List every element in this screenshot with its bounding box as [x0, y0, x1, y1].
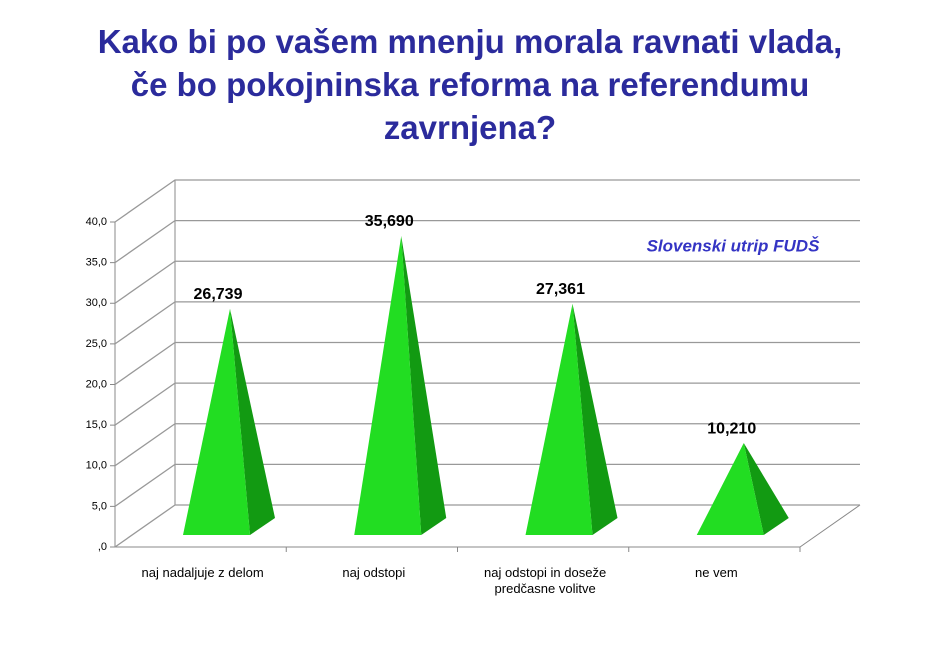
pyramid-side — [743, 443, 789, 535]
grid-line — [114, 219, 860, 264]
grid-line — [114, 504, 860, 548]
y-tick-label: 15,0 — [86, 419, 107, 431]
y-tick-label: 25,0 — [86, 338, 107, 350]
y-tick-label: ,0 — [98, 541, 107, 553]
annotation: Slovenski utrip FUDŠ — [647, 236, 821, 255]
grid-line — [114, 260, 860, 304]
value-label: 27,361 — [536, 281, 585, 298]
grid-line — [114, 341, 860, 386]
grid-line — [114, 179, 860, 223]
y-tick-label: 5,0 — [92, 500, 107, 512]
grid-line — [114, 423, 860, 467]
pyramid — [525, 303, 618, 535]
chart-title: Kako bi po vašem mnenju morala ravnati v… — [97, 23, 843, 146]
pyramid — [354, 236, 447, 536]
axis-line — [799, 504, 861, 548]
pyramid — [696, 443, 789, 535]
pyramid-front — [183, 308, 250, 535]
pyramid-front — [525, 303, 593, 535]
x-tick-label: naj nadaljuje z delom — [141, 565, 264, 580]
y-tick-label: 35,0 — [86, 257, 107, 269]
pyramid-front — [354, 236, 422, 536]
value-label: 35,690 — [365, 213, 414, 230]
pyramid-side — [230, 308, 275, 535]
pyramid-front — [696, 443, 764, 535]
pyramid-side — [401, 236, 447, 536]
grid-line — [114, 463, 860, 507]
pyramid-side — [572, 303, 618, 535]
pyramid — [183, 308, 275, 535]
y-tick-label: 40,0 — [86, 216, 107, 228]
value-label: 10,210 — [707, 420, 756, 437]
y-tick-label: 30,0 — [86, 297, 107, 309]
x-tick-label: naj odstopi in doseže predčasne volitve — [484, 565, 607, 596]
grid-line — [114, 382, 860, 426]
x-tick-label: ne vem — [695, 565, 738, 580]
x-tick-label: naj odstopi — [342, 565, 406, 580]
y-tick-label: 20,0 — [86, 378, 107, 390]
value-label: 26,739 — [194, 286, 243, 303]
grid-line — [114, 301, 860, 345]
y-tick-label: 10,0 — [86, 460, 107, 472]
